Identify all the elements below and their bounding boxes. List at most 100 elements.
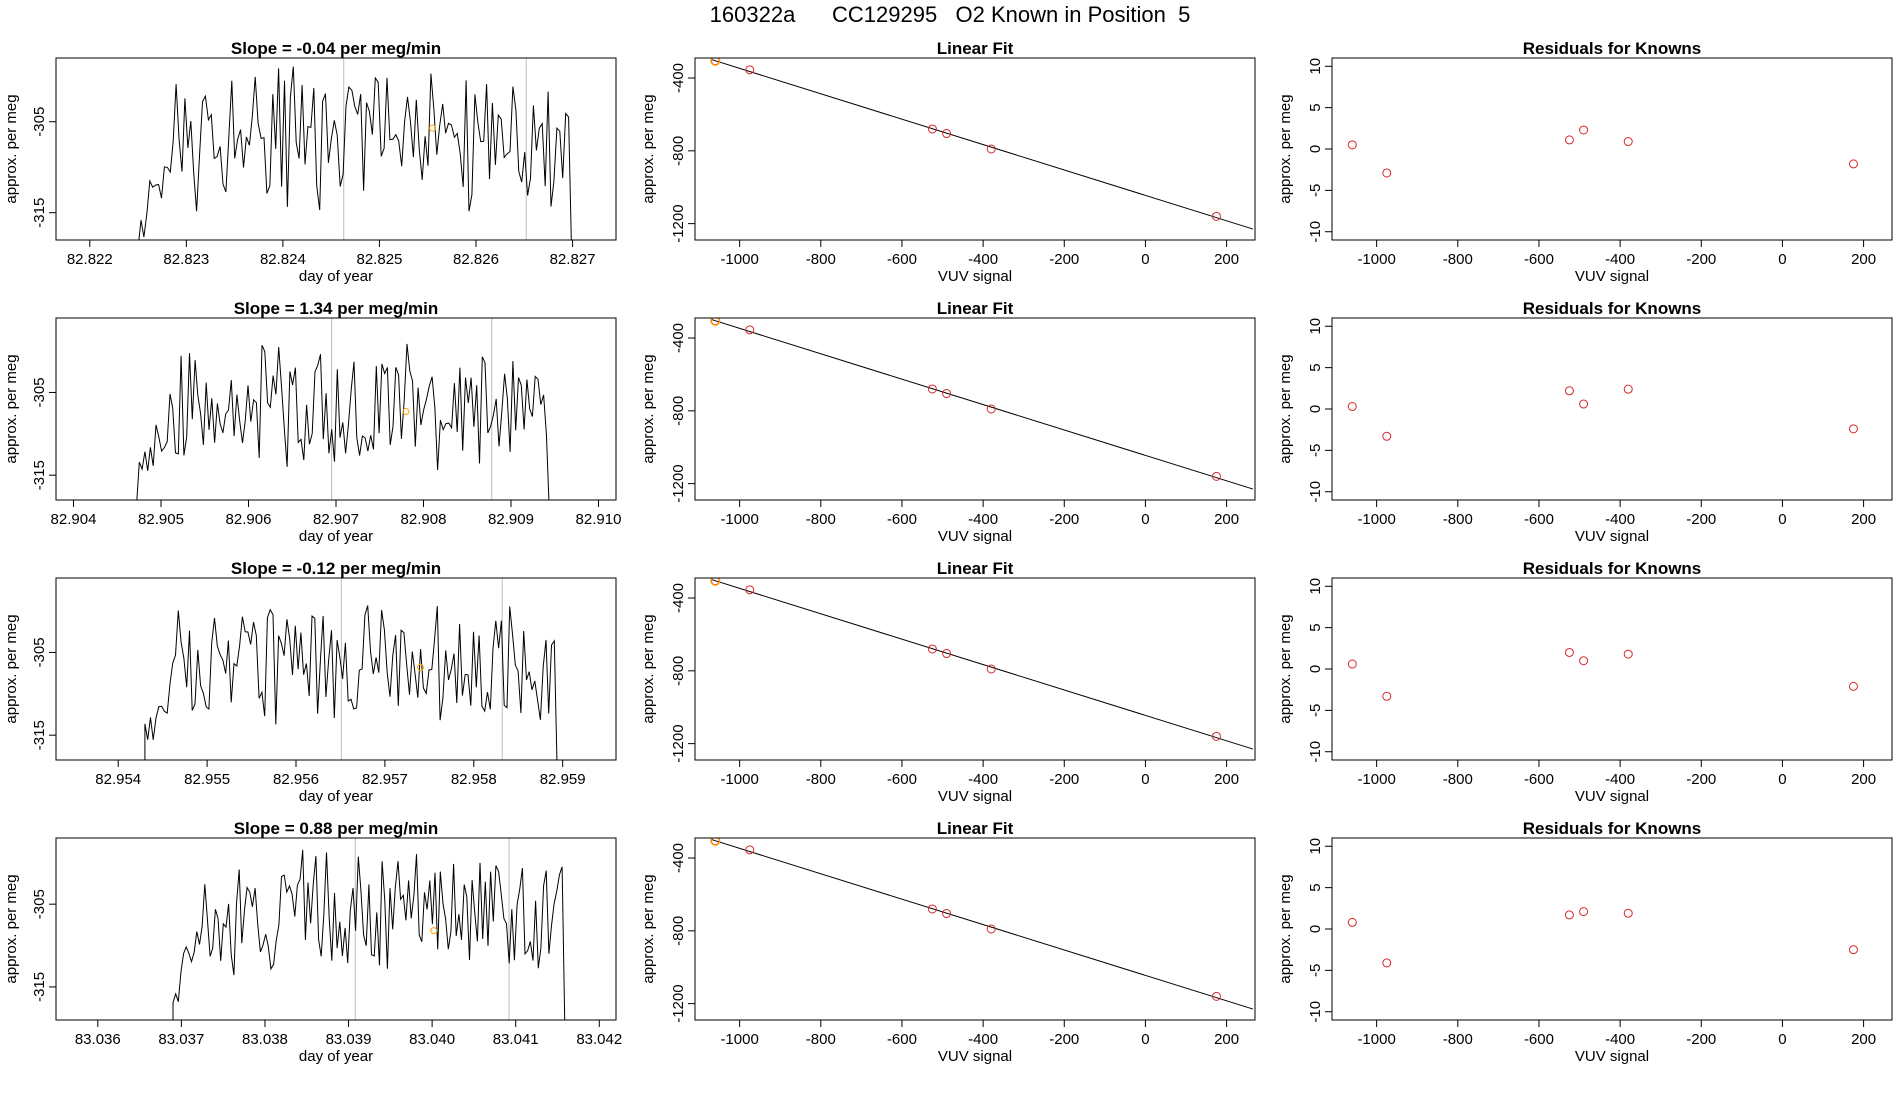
x-tick-label: -800 (1443, 511, 1473, 528)
x-tick-label: 82.909 (488, 511, 534, 528)
x-tick-label: 200 (1214, 1031, 1239, 1048)
y-tick-label: 0 (1307, 145, 1324, 153)
x-tick-label: -1000 (720, 251, 758, 268)
y-tick-label: 10 (1307, 578, 1324, 595)
y-axis-label: approx. per meg (1277, 94, 1294, 203)
x-tick-label: -200 (1049, 771, 1079, 788)
plot-area (1347, 647, 1858, 701)
y-tick-label: 5 (1307, 363, 1324, 371)
y-tick-label: -305 (31, 377, 48, 407)
x-tick-label: 200 (1214, 251, 1239, 268)
x-tick-label: 0 (1778, 1031, 1786, 1048)
panel-fit-row-2: Linear Fit -1000 -800 -600 -400 -200 0 200 VUV s… (640, 299, 1256, 545)
data-point (1848, 159, 1858, 169)
x-tick-label: -200 (1686, 251, 1716, 268)
y-axis-label: approx. per meg (640, 614, 657, 723)
highlight-point (430, 927, 438, 935)
x-tick-label: -400 (968, 1031, 998, 1048)
plot-frame (694, 837, 1256, 1021)
y-axis-label: approx. per meg (1277, 614, 1294, 723)
y-tick-label: -400 (670, 843, 687, 873)
x-tick-label: 82.954 (95, 771, 141, 788)
y-axis-label: approx. per meg (3, 94, 20, 203)
plot-title: Residuals for Knowns (1523, 559, 1702, 578)
data-point (1564, 135, 1574, 145)
data-point (1579, 125, 1589, 135)
x-tick-label: 83.040 (409, 1031, 455, 1048)
x-tick-label: 82.906 (226, 511, 272, 528)
data-point (1347, 140, 1357, 150)
y-tick-label: -400 (670, 583, 687, 613)
data-point (1211, 731, 1221, 741)
x-tick-label: 200 (1851, 771, 1876, 788)
y-tick-label: -10 (1307, 221, 1324, 243)
plot-title: Residuals for Knowns (1523, 39, 1702, 58)
panel-time-row-2: Slope = 1.34 per meg/min 82.904 82.905 82.9… (3, 299, 621, 545)
data-point (1211, 991, 1221, 1001)
x-axis-label: day of year (299, 1048, 373, 1065)
data-point (1579, 656, 1589, 666)
x-tick-label: 0 (1778, 771, 1786, 788)
y-tick-label: -1200 (670, 984, 687, 1022)
x-tick-label: -400 (1605, 251, 1635, 268)
panel-fit-row-4: Linear Fit -1000 -800 -600 -400 -200 0 200 VUV s… (640, 819, 1256, 1065)
x-tick-label: 83.036 (75, 1031, 121, 1048)
highlight-point (416, 663, 424, 671)
page-title: 160322a CC129295 O2 Known in Position 5 (709, 2, 1191, 27)
x-tick-label: -800 (806, 1031, 836, 1048)
x-tick-label: -400 (1605, 771, 1635, 788)
x-tick-label: -1000 (1357, 251, 1395, 268)
panel-fit-row-1: Linear Fit -1000 -800 -600 -400 -200 0 200 VUV s… (640, 39, 1256, 285)
data-point (1579, 907, 1589, 917)
data-point (942, 649, 952, 659)
y-tick-label: -1200 (670, 204, 687, 242)
panel-fit-row-3: Linear Fit -1000 -800 -600 -400 -200 0 200 VUV s… (640, 559, 1256, 805)
data-point (1347, 917, 1357, 927)
panel-resid-row-1: Residuals for Knowns-1000 -800 -600 -400 -20… (1277, 39, 1893, 285)
x-axis-label: day of year (299, 788, 373, 805)
data-point (927, 384, 937, 394)
x-tick-label: 82.822 (67, 251, 113, 268)
y-tick-label: 10 (1307, 838, 1324, 855)
y-tick-label: 0 (1307, 665, 1324, 673)
x-tick-label: 200 (1851, 1031, 1876, 1048)
x-tick-label: 82.827 (550, 251, 596, 268)
plot-area (1347, 125, 1858, 178)
plot-title: Slope = 1.34 per meg/min (234, 299, 439, 318)
data-point (1382, 431, 1392, 441)
x-tick-label: -1000 (720, 1031, 758, 1048)
plot-title: Linear Fit (937, 819, 1014, 838)
fit-line (711, 318, 1254, 490)
x-tick-label: 82.824 (260, 251, 306, 268)
x-tick-label: 0 (1141, 1031, 1149, 1048)
fit-line (711, 58, 1254, 230)
plot-area (172, 838, 571, 1020)
y-tick-label: -400 (670, 323, 687, 353)
data-point (1848, 424, 1858, 434)
x-axis-label: VUV signal (1575, 1048, 1649, 1065)
data-point (942, 129, 952, 139)
x-tick-label: -1000 (720, 511, 758, 528)
x-tick-label: 82.825 (357, 251, 403, 268)
data-point (927, 904, 937, 914)
x-tick-label: -400 (968, 771, 998, 788)
data-point (942, 389, 952, 399)
x-tick-label: -1000 (1357, 771, 1395, 788)
signal-trace (144, 605, 558, 760)
panel-time-row-1: Slope = -0.04 per meg/min 82.822 82.823 82.… (3, 39, 617, 285)
y-tick-label: -305 (31, 107, 48, 137)
highlight-point (710, 58, 721, 66)
plot-frame (1331, 57, 1893, 241)
signal-trace (138, 66, 572, 240)
plot-frame (1331, 577, 1893, 761)
x-tick-label: -600 (1524, 251, 1554, 268)
data-point (1382, 691, 1392, 701)
x-axis-label: day of year (299, 528, 373, 545)
x-tick-label: 0 (1141, 251, 1149, 268)
x-tick-label: -600 (887, 251, 917, 268)
x-tick-label: 83.038 (242, 1031, 288, 1048)
plot-frame (55, 57, 617, 241)
y-tick-label: -305 (31, 637, 48, 667)
plot-area (1347, 384, 1858, 441)
y-tick-label: -1200 (670, 464, 687, 502)
